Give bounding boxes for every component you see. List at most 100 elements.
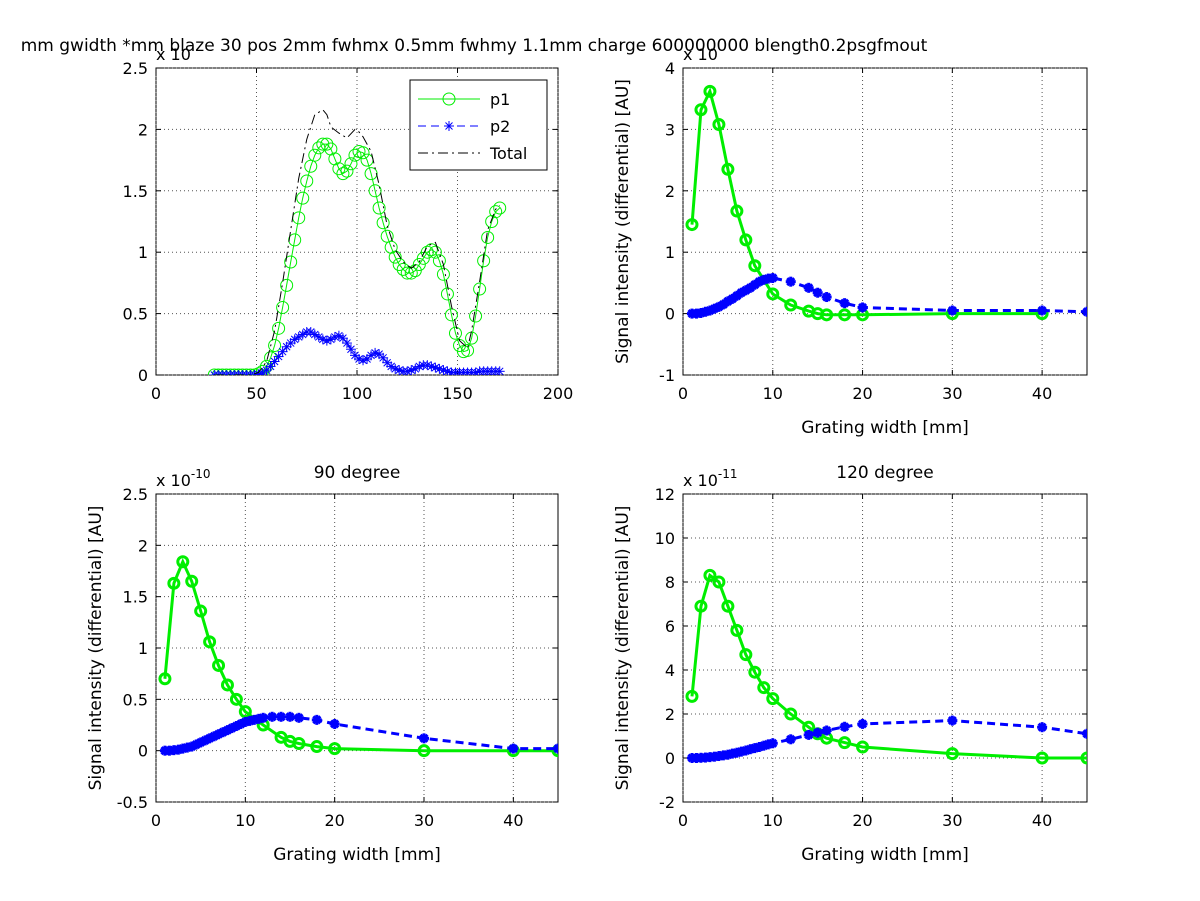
x-tick-label: 100 <box>342 384 373 403</box>
legend-label-p2: p2 <box>490 117 510 136</box>
data-point-p2 <box>426 361 437 372</box>
data-point-p1 <box>721 162 735 176</box>
data-point-p1 <box>1035 751 1049 765</box>
y-tick-label: 0 <box>138 366 148 385</box>
data-point-p1 <box>551 744 558 758</box>
data-point-p1 <box>838 736 852 750</box>
data-point-p1 <box>388 250 402 264</box>
data-point-p1 <box>730 623 744 637</box>
data-point-p1 <box>272 321 286 335</box>
y-axis-label: Signal intensity (differential) [AU] <box>613 506 633 791</box>
data-point-p2 <box>358 355 369 366</box>
x-tick-label: 150 <box>442 384 473 403</box>
data-point-p2 <box>402 366 413 375</box>
data-point-p1 <box>348 148 362 162</box>
data-point-p2 <box>553 743 558 754</box>
data-point-p2 <box>839 721 850 732</box>
data-point-p1 <box>712 575 726 589</box>
data-point-p1 <box>739 648 753 662</box>
data-point-p2 <box>341 338 352 349</box>
data-point-p1 <box>820 308 834 322</box>
data-point-p1 <box>292 736 306 750</box>
data-point-p1 <box>856 740 870 754</box>
plot-area <box>685 568 1087 765</box>
data-point-p1 <box>356 146 370 160</box>
data-point-p2 <box>1082 728 1087 739</box>
data-point-p1 <box>417 744 431 758</box>
y-exponent-label: x 10 <box>683 45 718 64</box>
x-tick-label: 40 <box>1032 384 1052 403</box>
x-tick-label: 40 <box>1032 811 1052 830</box>
data-point-p2 <box>293 712 304 723</box>
y-exponent-power: -10 <box>191 467 211 481</box>
data-point-p1 <box>252 367 266 375</box>
y-tick-label: 2 <box>138 120 148 139</box>
data-point-p1 <box>238 705 252 719</box>
data-point-p2 <box>258 712 269 723</box>
y-tick-label: 6 <box>665 617 675 636</box>
data-point-p1 <box>721 599 735 613</box>
data-point-p2 <box>265 361 276 372</box>
data-point-p2 <box>333 330 344 341</box>
data-point-p1 <box>239 368 253 375</box>
data-point-p2 <box>812 727 823 738</box>
x-tick-label: 10 <box>763 384 783 403</box>
data-point-p2 <box>329 331 340 342</box>
y-tick-label: 2 <box>665 182 675 201</box>
data-point-p1 <box>784 707 798 721</box>
data-point-p1 <box>167 576 181 590</box>
y-axis-label: Signal intensity (differential) [AU] <box>86 506 106 791</box>
y-axis-label: Signal intensity (differential) [AU] <box>613 79 633 364</box>
y-tick-label: 0 <box>665 305 675 324</box>
data-point-p1 <box>432 254 446 268</box>
y-tick-label: 1 <box>665 243 675 262</box>
data-point-p1 <box>766 287 780 301</box>
data-point-p1 <box>215 368 229 375</box>
data-point-p2 <box>419 733 429 744</box>
x-tick-label: 10 <box>763 811 783 830</box>
data-point-p1 <box>340 164 354 178</box>
y-tick-label: 0 <box>138 742 148 761</box>
x-tick-label: 0 <box>151 811 161 830</box>
data-point-p1 <box>185 574 199 588</box>
data-point-p1 <box>444 308 458 322</box>
data-point-p1 <box>685 218 699 232</box>
y-tick-label: 0 <box>665 749 675 768</box>
legend-label-p1: p1 <box>490 90 510 109</box>
plot-title: 120 degree <box>836 463 933 483</box>
data-point-p1 <box>268 339 282 353</box>
y-tick-label: 3 <box>665 120 675 139</box>
data-point-p1 <box>428 245 442 259</box>
data-point-p2 <box>390 363 401 374</box>
data-point-p1 <box>376 216 390 230</box>
data-point-p1 <box>364 167 378 181</box>
data-point-p1 <box>308 148 322 162</box>
data-point-p1 <box>436 267 450 281</box>
data-point-p1 <box>493 201 507 215</box>
legend-marker-star <box>444 121 454 131</box>
data-point-p2 <box>267 711 278 722</box>
data-point-p1 <box>211 368 225 375</box>
y-tick-label: -1 <box>659 366 675 385</box>
x-tick-label: 30 <box>942 384 962 403</box>
data-point-p2 <box>273 351 284 362</box>
x-tick-label: 20 <box>324 811 344 830</box>
data-point-p2 <box>857 302 868 313</box>
data-point-p1 <box>766 692 780 706</box>
data-point-p2 <box>370 347 381 358</box>
data-point-p1 <box>404 266 418 280</box>
y-tick-label: 0.5 <box>123 690 148 709</box>
x-tick-label: 30 <box>942 811 962 830</box>
plot-title: 90 degree <box>314 463 401 483</box>
data-point-p1 <box>703 568 717 582</box>
data-point-p2 <box>785 734 796 745</box>
data-point-p1 <box>838 308 852 322</box>
data-point-p2 <box>494 366 505 375</box>
plot-area <box>207 109 507 375</box>
data-point-p2 <box>1037 722 1048 733</box>
x-tick-label: 0 <box>678 811 688 830</box>
